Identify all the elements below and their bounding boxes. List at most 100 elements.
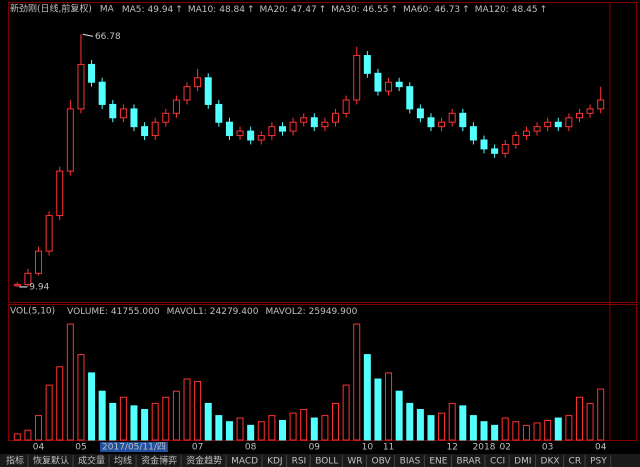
tab[interactable]: CCI (490, 457, 505, 467)
indicator-value: 46.73 (434, 5, 460, 15)
candle-body (268, 126, 276, 137)
tab[interactable]: 恢复默认 (33, 455, 69, 467)
candle-body (151, 121, 159, 137)
candle-body (56, 170, 64, 217)
tab[interactable]: DMI (514, 457, 531, 467)
tab[interactable]: BOLL (315, 457, 338, 467)
volume-bar (491, 424, 499, 441)
x-tick-label: 08 (245, 443, 257, 453)
indicator-value: 25949.900 (309, 307, 358, 317)
crosshair-date-box (100, 442, 168, 452)
candle-body (321, 121, 329, 128)
indicator-trend: ↑ (247, 5, 255, 15)
tab[interactable]: KDJ (267, 457, 283, 467)
candle-body (448, 112, 456, 123)
indicator: MA10: 48.84 ↑ (188, 5, 255, 15)
volume-bar (501, 417, 509, 441)
indicator-name: MA10: (188, 5, 216, 15)
indicator: MAVOL2: 25949.900 (265, 307, 357, 317)
indicator-trend: ↑ (319, 5, 327, 15)
volume-bar (13, 433, 21, 441)
tab[interactable]: WR (347, 457, 362, 467)
candle-body (332, 112, 340, 123)
annotation-arrow (82, 33, 94, 37)
volume-bar (565, 415, 573, 441)
candle-body (385, 81, 393, 92)
indicator-name: MA60: (403, 5, 431, 15)
indicator: MA5: 49.94 ↑ (122, 5, 183, 15)
tab[interactable]: 资金博弈 (141, 455, 177, 467)
volume-bar (533, 422, 541, 441)
tab[interactable]: CR (569, 457, 582, 467)
tab[interactable]: 均线 (114, 455, 132, 467)
x-tick-label: 10 (362, 443, 374, 453)
x-tick-label: 04 (595, 443, 607, 453)
volume-bar (289, 412, 297, 441)
volume-bar (575, 396, 583, 441)
indicator-value: 48.45 (512, 5, 538, 15)
indicator-value: 24279.400 (210, 307, 259, 317)
tab[interactable]: 资金趋势 (186, 455, 222, 467)
tab[interactable]: RSI (292, 457, 307, 467)
volume-bar (225, 421, 233, 441)
volume-bar (395, 390, 403, 441)
tab-bar (0, 454, 640, 467)
indicator-value: 41755.000 (111, 307, 160, 317)
x-tick-label: 04 (33, 443, 45, 453)
tab[interactable]: ENE (429, 457, 447, 467)
tab[interactable]: MACD (231, 457, 258, 467)
x-tick-label: 2018 (473, 443, 496, 453)
volume-bar (172, 390, 180, 441)
candle-body (565, 117, 573, 128)
candle-body (109, 103, 117, 119)
volume-bar (332, 402, 340, 441)
indicator-value: 46.55 (363, 5, 389, 15)
candle-body (554, 121, 562, 128)
tab[interactable]: 成交量 (78, 455, 105, 467)
volume-bar (385, 372, 393, 441)
x-tick-label: 03 (542, 443, 553, 453)
candle-body (575, 112, 583, 119)
volume-bar (66, 323, 74, 441)
candle-body (204, 77, 212, 105)
x-tick-label: 05 (75, 443, 86, 453)
candle-body (491, 148, 499, 154)
volume-bar (438, 412, 446, 441)
candle-body (310, 117, 318, 128)
indicator-name: MA20: (260, 5, 288, 15)
tab[interactable]: PSY (590, 457, 607, 467)
price-frame (8, 2, 637, 303)
tab[interactable]: 指标 (6, 455, 24, 467)
volume-bar (512, 421, 520, 441)
tab[interactable]: DKX (541, 457, 560, 467)
tab[interactable]: BRAR (456, 457, 480, 467)
candle-body (88, 63, 96, 83)
candle-body (597, 99, 605, 110)
indicator: MA30: 46.55 ↑ (331, 5, 398, 15)
candle-body (247, 130, 255, 141)
candle-body (24, 272, 32, 285)
indicator-trend: ↑ (540, 5, 548, 15)
candle-body (300, 117, 308, 123)
candle-body (289, 121, 297, 132)
volume-bar (406, 402, 414, 441)
volume-bar (130, 405, 138, 441)
volume-bar (321, 415, 329, 441)
candle-body (215, 103, 223, 123)
indicator-name: MA30: (331, 5, 359, 15)
volume-bar (119, 396, 127, 441)
candle-body (236, 130, 244, 137)
indicator: MA60: 46.73 ↑ (403, 5, 470, 15)
indicator-name: VOLUME: (67, 307, 108, 317)
volume-bar (162, 396, 170, 441)
candle-body (395, 81, 403, 88)
tab[interactable]: OBV (372, 457, 392, 467)
indicator-name: MA120: (475, 5, 509, 15)
indicator-group: MA (100, 5, 115, 15)
volume-bar (45, 384, 53, 441)
volume-bar (363, 354, 371, 441)
tab[interactable]: BIAS (400, 457, 421, 467)
candle-body (141, 126, 149, 137)
volume-bar (77, 354, 85, 441)
indicator-name: MAVOL1: (167, 307, 207, 317)
